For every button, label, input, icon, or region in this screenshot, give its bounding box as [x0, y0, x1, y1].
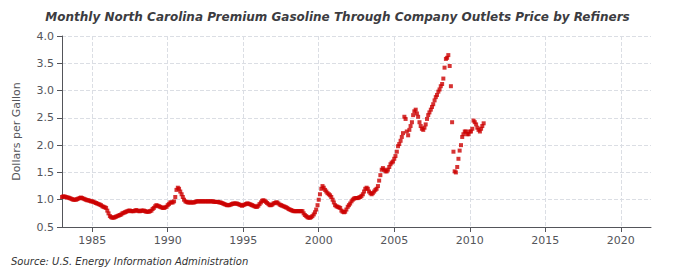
svg-text:1.0: 1.0	[37, 193, 55, 206]
svg-text:2.0: 2.0	[37, 139, 55, 152]
svg-text:1.5: 1.5	[37, 166, 55, 179]
svg-text:1995: 1995	[229, 234, 257, 247]
svg-text:3.5: 3.5	[37, 57, 55, 70]
svg-text:2020: 2020	[607, 234, 635, 247]
svg-text:Dollars per Gallon: Dollars per Gallon	[10, 82, 23, 181]
svg-text:4.0: 4.0	[37, 30, 55, 43]
svg-text:2015: 2015	[531, 234, 559, 247]
svg-text:Source: U.S. Energy Informatio: Source: U.S. Energy Information Administ…	[11, 256, 248, 267]
svg-text:2010: 2010	[456, 234, 484, 247]
svg-text:Monthly North Carolina Premium: Monthly North Carolina Premium Gasoline …	[45, 10, 629, 24]
svg-text:3.0: 3.0	[37, 84, 55, 97]
svg-text:2.5: 2.5	[37, 111, 55, 124]
svg-text:0.5: 0.5	[37, 221, 55, 234]
svg-text:2005: 2005	[380, 234, 408, 247]
svg-text:2000: 2000	[305, 234, 333, 247]
svg-text:1990: 1990	[154, 234, 182, 247]
svg-text:1985: 1985	[78, 234, 106, 247]
